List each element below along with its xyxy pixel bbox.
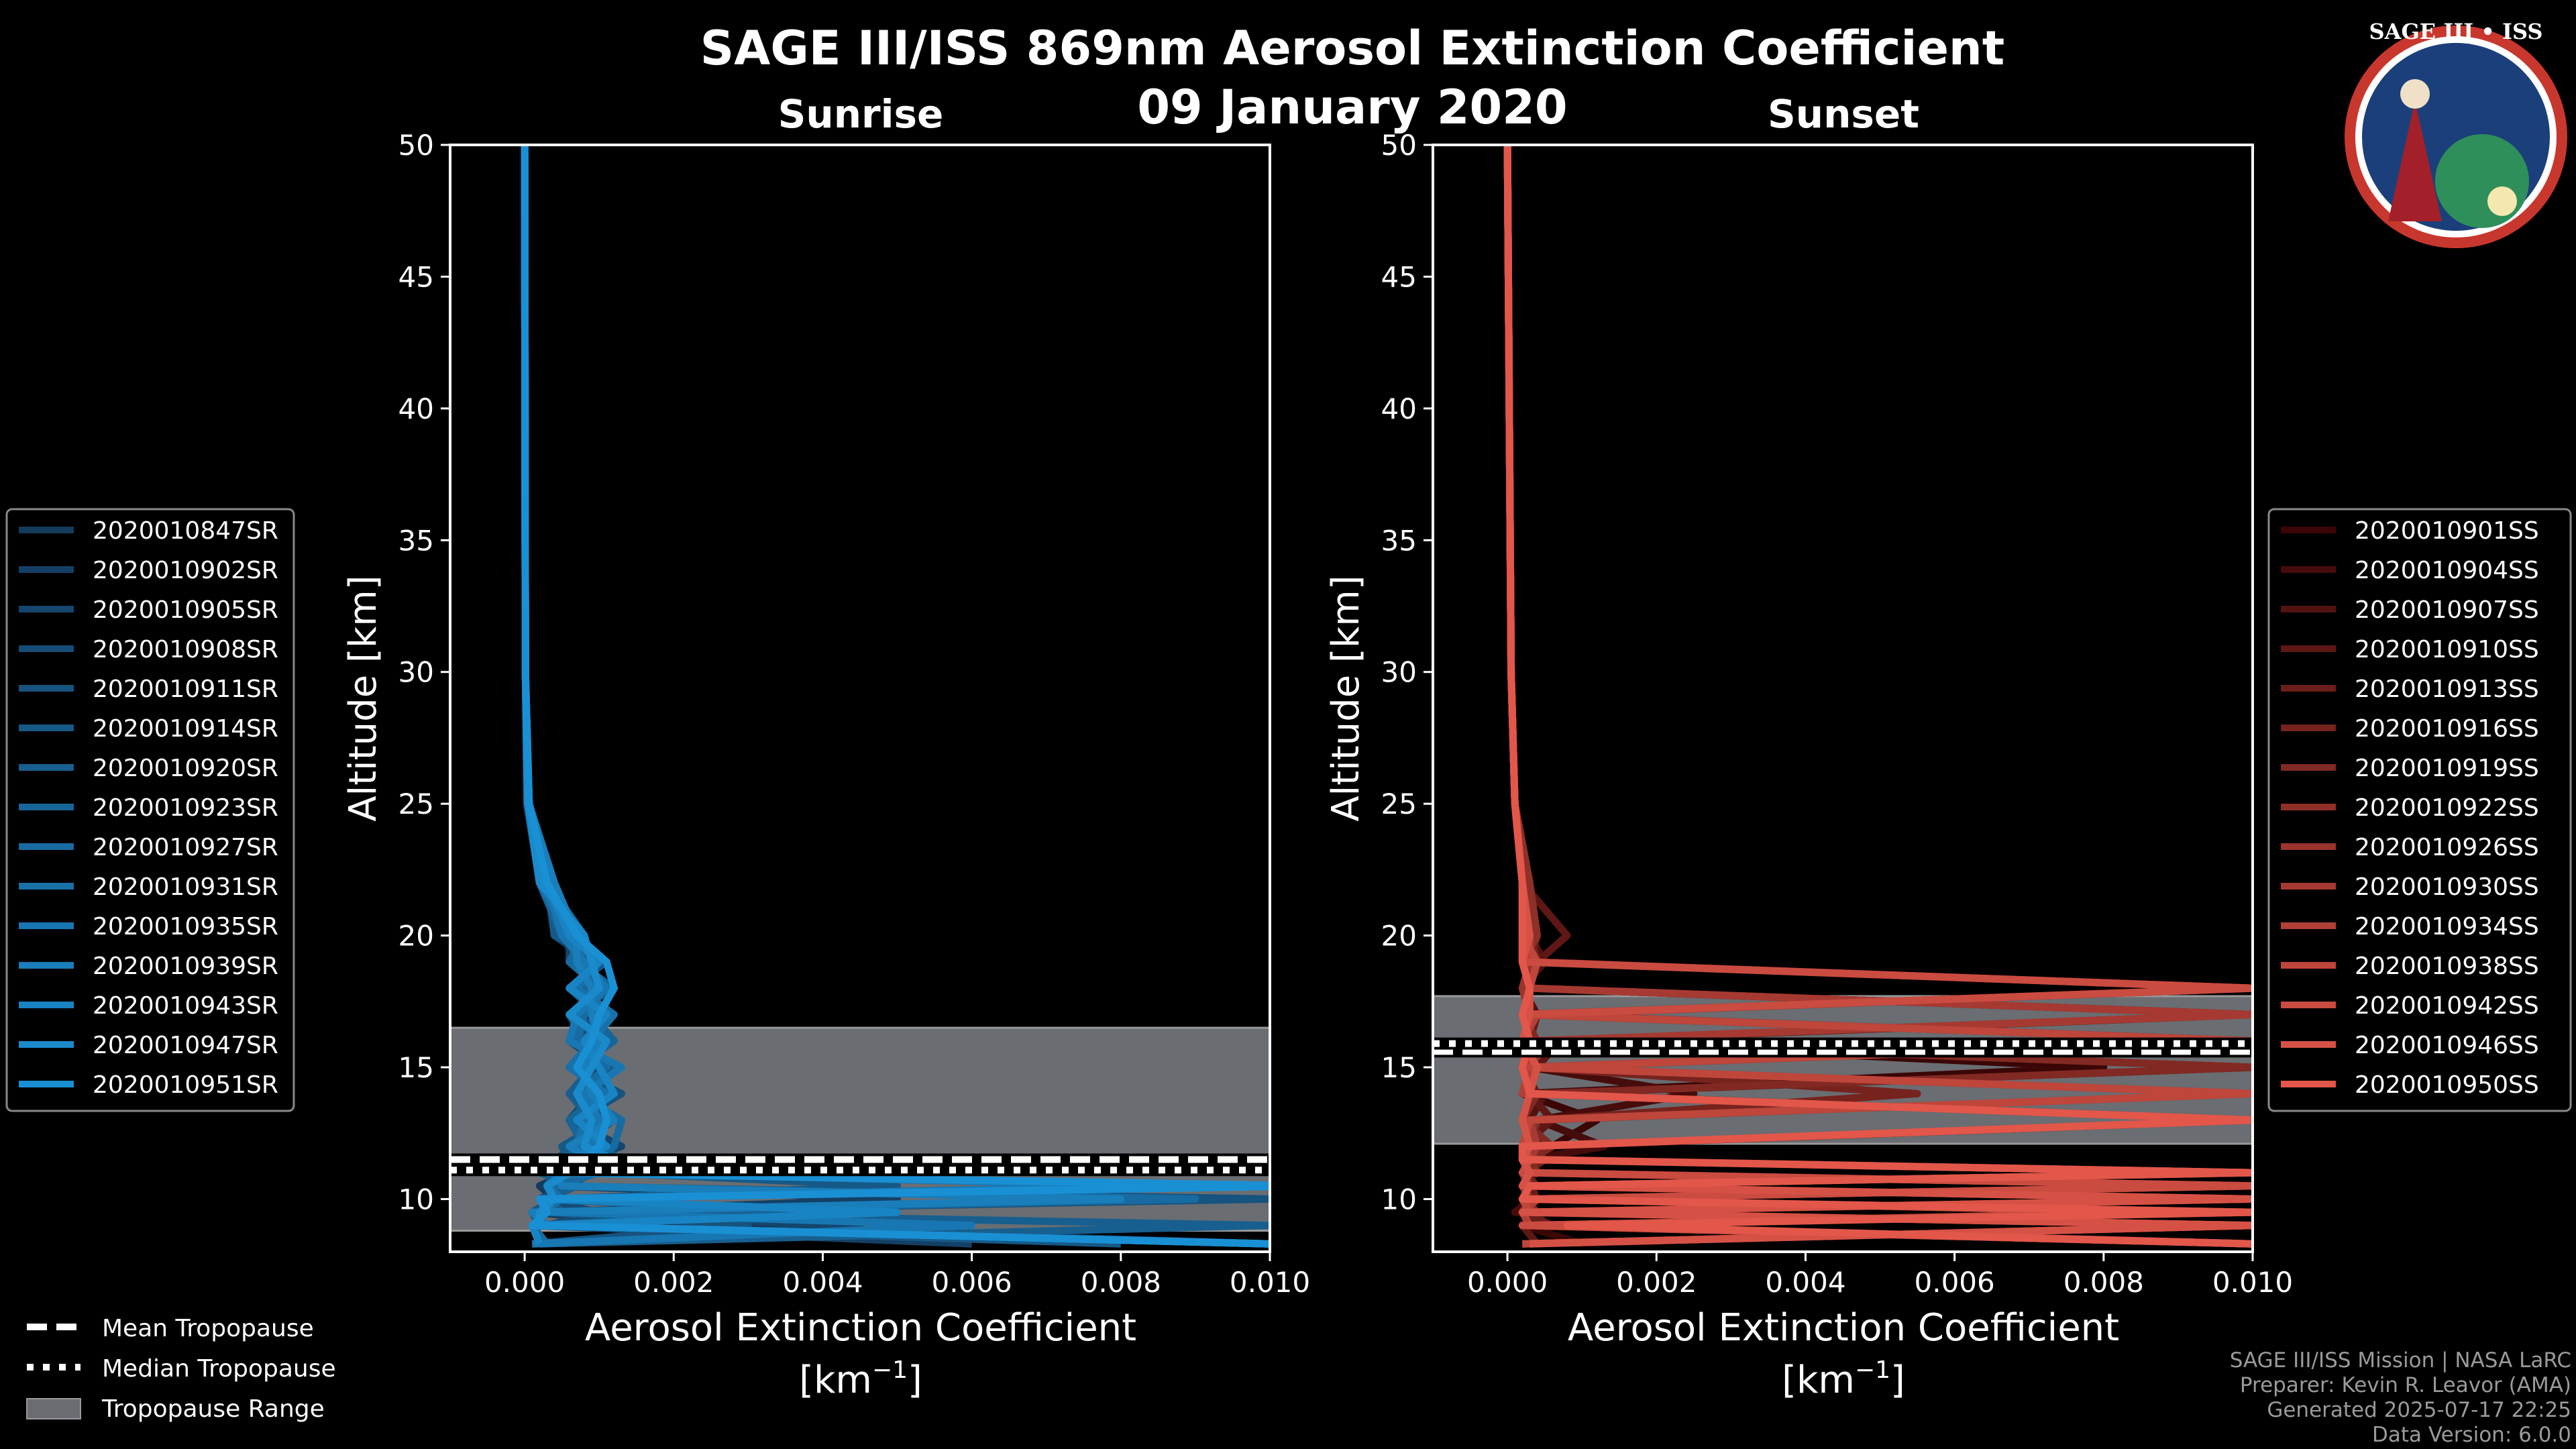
- sunset-x-axis-unit: [km−1]: [1782, 1356, 1905, 1402]
- sunrise-x-axis-unit: [km−1]: [799, 1356, 922, 1402]
- legend-label: 2020010939SR: [93, 953, 278, 980]
- sunrise-legend: 2020010847SR 2020010902SR 2020010905SR 2020…: [5, 508, 295, 1112]
- sunrise-plot: 10 15 20 25 30 35 40 45 50 0.000 0.002 0.004 0.006 0.…: [398, 129, 1311, 1299]
- x-tick-label: 0.008: [2063, 1266, 2144, 1299]
- x-tick-label: 0.010: [2212, 1266, 2293, 1299]
- tropopause-range-swatch: [26, 1398, 81, 1419]
- figure-title: SAGE III/ISS 869nm Aerosol Extinction Co…: [700, 21, 2004, 76]
- axes-frame: [449, 144, 1271, 1253]
- y-tick-label: 15: [398, 1051, 434, 1084]
- legend-label: 2020010930SS: [2355, 873, 2539, 901]
- footer-credits: SAGE III/ISS Mission | NASA LaRC Prepare…: [2230, 1348, 2571, 1447]
- x-tick-label: 0.006: [1915, 1266, 1995, 1299]
- median-tropopause-label: Median Tropopause: [102, 1355, 336, 1383]
- y-tick-label: 25: [398, 788, 434, 820]
- y-tick-label: 10: [398, 1183, 434, 1216]
- legend-label: 2020010919SS: [2355, 755, 2539, 782]
- y-tick-label: 30: [398, 656, 434, 689]
- x-tick-label: 0.006: [932, 1266, 1012, 1299]
- x-tick-label: 0.010: [1230, 1266, 1310, 1299]
- sunset-subtitle: Sunset: [1768, 91, 1919, 137]
- x-tick-label: 0.004: [782, 1266, 863, 1299]
- x-tick-label: 0.002: [633, 1266, 714, 1299]
- legend-label: 2020010935SR: [93, 913, 278, 941]
- y-tick-label: 35: [398, 524, 434, 557]
- logo-text: SAGE III • ISS: [2369, 19, 2543, 44]
- legend-label: 2020010931SR: [93, 873, 278, 901]
- legend-label: 2020010951SR: [93, 1071, 278, 1099]
- profile-line-2020010950SS: [1503, 145, 2253, 1248]
- legend-label: 2020010847SR: [93, 517, 278, 545]
- y-tick-label: 50: [398, 129, 434, 162]
- tropopause-legend: Mean Tropopause Median Tropopause Tropop…: [26, 1315, 336, 1423]
- legend-label: 2020010950SS: [2355, 1071, 2539, 1099]
- legend-label: 2020010927SR: [93, 834, 278, 861]
- legend-label: 2020010910SS: [2355, 636, 2539, 663]
- footer-mission: SAGE III/ISS Mission | NASA LaRC: [2230, 1348, 2571, 1373]
- sunrise-x-axis-label: Aerosol Extinction Coefficient: [585, 1306, 1136, 1350]
- mean-tropopause-label: Mean Tropopause: [102, 1315, 314, 1342]
- sunrise-y-axis-label: Altitude [km]: [341, 575, 385, 821]
- legend-label: 2020010942SS: [2355, 992, 2539, 1020]
- y-tick-label: 10: [1381, 1183, 1417, 1216]
- legend-label: 2020010907SS: [2355, 596, 2539, 624]
- legend-label: 2020010922SS: [2355, 794, 2539, 822]
- tropopause-range-label: Tropopause Range: [101, 1395, 325, 1423]
- footer-generated: Generated 2025-07-17 22:25: [2267, 1398, 2571, 1422]
- legend-label: 2020010943SR: [93, 992, 278, 1020]
- legend-label: 2020010914SR: [93, 715, 278, 743]
- legend-label: 2020010901SS: [2355, 517, 2539, 545]
- footer-version: Data Version: 6.0.0: [2372, 1423, 2571, 1447]
- legend-label: 2020010926SS: [2355, 834, 2539, 861]
- y-tick-label: 25: [1381, 788, 1417, 820]
- sunset-x-axis-label: Aerosol Extinction Coefficient: [1568, 1306, 2119, 1350]
- y-tick-label: 40: [1381, 392, 1417, 425]
- y-tick-label: 45: [398, 260, 434, 293]
- y-tick-label: 15: [1381, 1051, 1417, 1084]
- sunset-plot: 10 15 20 25 30 35 40 45 50 0.000 0.002 0.004 0.006 0.…: [1381, 129, 2294, 1299]
- y-tick-label: 20: [398, 920, 434, 953]
- y-tick-label: 40: [398, 392, 434, 425]
- footer-preparer: Preparer: Kevin R. Leavor (AMA): [2240, 1373, 2571, 1397]
- legend-label: 2020010923SR: [93, 794, 278, 822]
- y-tick-label: 35: [1381, 524, 1417, 557]
- x-tick-label: 0.000: [484, 1266, 565, 1299]
- legend-label: 2020010908SR: [93, 636, 278, 663]
- figure-date: 09 January 2020: [1137, 80, 1567, 135]
- profile-line-2020010951SR: [521, 145, 1270, 1248]
- sage-iii-iss-logo: SAGE III • ISS: [2345, 19, 2567, 248]
- x-tick-label: 0.000: [1467, 1266, 1548, 1299]
- y-tick-label: 30: [1381, 656, 1417, 689]
- sunrise-subtitle: Sunrise: [778, 91, 944, 137]
- legend-label: 2020010913SS: [2355, 676, 2539, 703]
- legend-label: 2020010934SS: [2355, 913, 2539, 941]
- legend-label: 2020010938SS: [2355, 953, 2539, 980]
- legend-label: 2020010920SR: [93, 755, 278, 782]
- plot-area: [1433, 145, 2253, 1248]
- axes-frame: [1432, 144, 2254, 1253]
- plot-area: [450, 145, 1270, 1248]
- y-tick-label: 45: [1381, 260, 1417, 293]
- sunset-y-axis-label: Altitude [km]: [1324, 575, 1368, 821]
- legend-label: 2020010916SS: [2355, 715, 2539, 743]
- legend-label: 2020010902SR: [93, 557, 278, 584]
- legend-label: 2020010911SR: [93, 676, 278, 703]
- y-tick-label: 50: [1381, 129, 1417, 162]
- x-tick-label: 0.002: [1616, 1266, 1697, 1299]
- legend-label: 2020010947SR: [93, 1032, 278, 1059]
- x-tick-label: 0.008: [1081, 1266, 1161, 1299]
- legend-label: 2020010905SR: [93, 596, 278, 624]
- legend-label: 2020010904SS: [2355, 557, 2539, 584]
- x-tick-label: 0.004: [1765, 1266, 1845, 1299]
- legend-label: 2020010946SS: [2355, 1032, 2539, 1059]
- sunset-legend: 2020010901SS 2020010904SS 2020010907SS 2020…: [2267, 508, 2572, 1112]
- y-tick-label: 20: [1381, 920, 1417, 953]
